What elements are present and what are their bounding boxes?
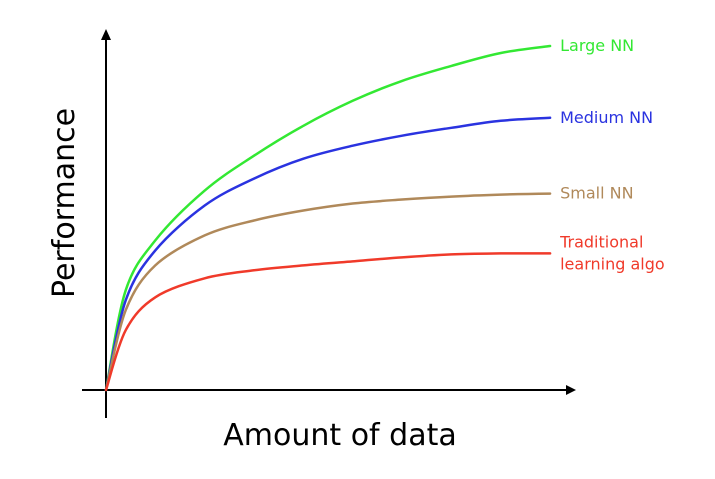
series-label-line: learning algo [560,254,665,273]
series-label-line: Small NN [560,184,633,203]
series-label-line: Large NN [560,36,634,55]
y-axis-title: Performance [47,108,82,298]
series-labels: Large NN Medium NN Small NN Traditional lear… [559,36,665,273]
y-axis-arrow [101,29,111,40]
series-line-0 [104,44,552,392]
series-layer [104,44,552,392]
axes [82,29,576,418]
series-label-0: Large NN [560,36,634,55]
x-axis-title: Amount of data [223,418,456,453]
series-label-line: Medium NN [560,108,653,127]
series-label-1: Medium NN [560,108,653,127]
series-line-2 [104,192,552,392]
series-label-2: Small NN [560,184,633,203]
series-line-3 [104,252,552,392]
series-label-line: Traditional [559,232,643,251]
series-line-1 [104,116,552,392]
series-label-3: Traditional learning algo [559,232,665,273]
x-axis-arrow [566,385,576,395]
